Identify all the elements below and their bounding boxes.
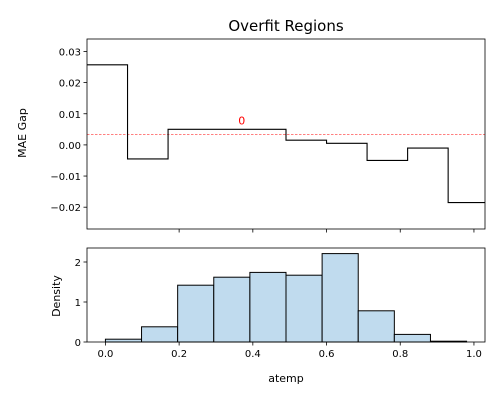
chart-title: Overfit Regions [228,17,344,35]
histogram-bar [321,253,359,343]
histogram-bar [393,333,431,343]
bot-ytick-label: 0 [75,338,81,349]
bot-xtick-label: 1.0 [466,349,482,360]
bot-xtick-label: 0.4 [245,349,261,360]
bot-ticks: 0 1 2 0.0 0.2 0.4 0.6 0.8 1.0 [75,258,482,360]
bot-plot-area [104,253,468,343]
x-axis-label-atemp: atemp [268,372,304,385]
top-ytick-label: −0.02 [50,203,81,214]
top-ytick-label: 0.01 [59,110,81,121]
histogram-bar [285,274,323,343]
bot-xtick-label: 0.0 [97,349,113,360]
mae-gap-panel: Overfit Regions MAE Gap 0.03 0.02 0.01 0.00… [16,17,486,233]
bot-xtick-label: 0.6 [319,349,335,360]
top-axes-frame [86,38,486,230]
y-axis-label-density: Density [50,275,63,317]
histogram-bar [177,284,215,343]
y-axis-label-mae-gap: MAE Gap [16,108,29,158]
histogram-bar [357,310,395,343]
top-ytick-label: 0.00 [59,141,81,152]
annotation-label: 0 [238,115,245,128]
histogram-bar [249,271,287,343]
density-panel: Density atemp 0 1 2 0.0 0.2 0.4 0.6 0.8 1.0 [50,247,486,385]
top-plot-area: 0 [87,64,485,204]
bot-xtick-label: 0.2 [171,349,187,360]
histogram-bar [104,338,143,343]
bot-ytick-label: 1 [75,298,81,309]
bot-axes-frame [86,247,486,343]
top-ytick-label: 0.02 [59,79,81,90]
mae-gap-step-line [87,64,485,204]
bot-ytick-label: 2 [75,258,81,269]
histogram-bar [141,326,179,343]
bot-xtick-label: 0.8 [392,349,408,360]
top-ytick-label: 0.03 [59,47,81,58]
histogram-bar [213,276,251,343]
top-ticks: 0.03 0.02 0.01 0.00 −0.01 −0.02 [50,47,475,233]
top-ytick-label: −0.01 [50,172,81,183]
